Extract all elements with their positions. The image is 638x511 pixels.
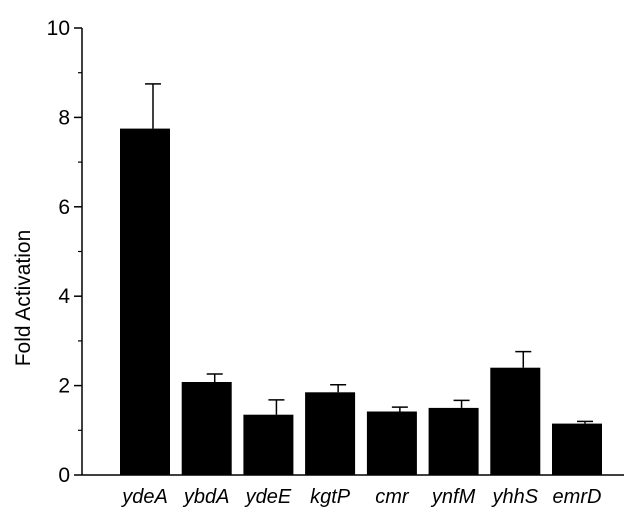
labels: ydeA ybdA ydeE kgtP cmr ynfM yhhS emrD 0 2 4 6 8 10	[47, 17, 602, 508]
y-tick-label: 2	[58, 375, 70, 398]
category-label-ydeA: ydeA	[120, 486, 168, 508]
bars	[120, 128, 602, 475]
category-label-cmr: cmr	[375, 486, 410, 508]
bar-ybdA	[181, 382, 232, 475]
bar-ynfM	[428, 407, 479, 475]
y-tick-label: 6	[58, 196, 70, 219]
category-label-yhhS: yhhS	[490, 486, 538, 508]
bar-emrD	[552, 423, 602, 475]
category-label-emrD: emrD	[553, 486, 602, 508]
y-tick-label: 10	[47, 17, 70, 40]
bar-ydeE	[243, 414, 294, 475]
y-tick-label: 0	[58, 464, 70, 487]
y-tick-label: 8	[58, 106, 70, 129]
axes	[74, 27, 624, 476]
category-label-kgtP: kgtP	[310, 486, 351, 508]
bar-kgtP	[305, 392, 356, 475]
bar-ydeA	[120, 128, 170, 475]
error-bars	[145, 83, 593, 424]
category-label-ybdA: ybdA	[182, 486, 230, 508]
bar-cmr	[366, 411, 417, 475]
y-axis-title: Fold Activation	[12, 230, 35, 367]
category-label-ynfM: ynfM	[430, 486, 476, 508]
category-label-ydeE: ydeE	[244, 486, 292, 508]
bar-yhhS	[490, 367, 541, 475]
y-tick-label: 4	[58, 285, 70, 308]
